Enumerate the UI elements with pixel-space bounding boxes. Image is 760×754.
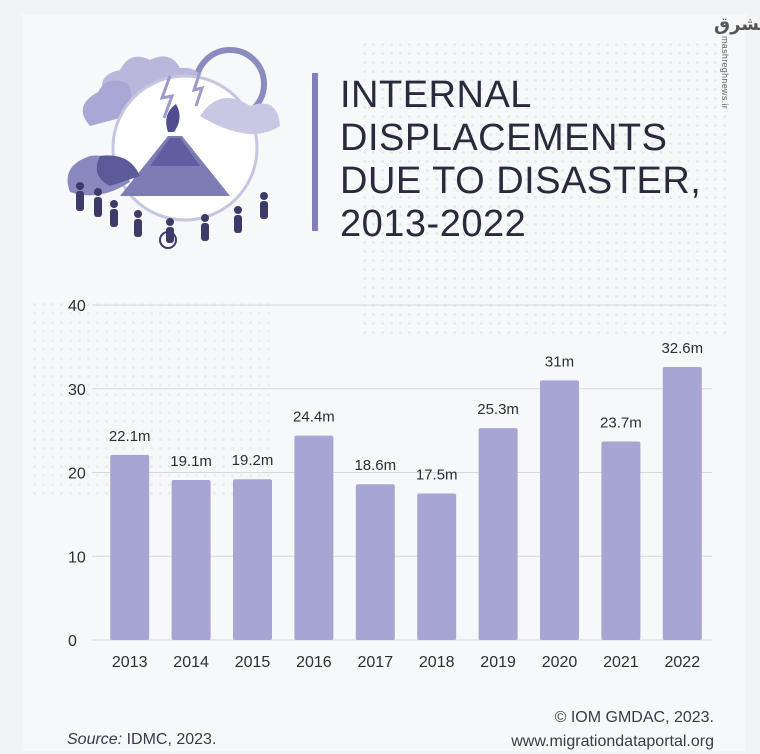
source-note: Source: IDMC, 2023. [67, 731, 216, 749]
bar [294, 435, 334, 640]
title-line: DISPLACEMENTS [340, 117, 668, 159]
chart-title: INTERNAL DISPLACEMENTS DUE TO DISASTER, … [340, 74, 720, 246]
data-label: 19.1m [170, 453, 212, 470]
title-line: DUE TO DISASTER, [340, 160, 702, 202]
data-label: 23.7m [600, 415, 642, 432]
disaster-illustration [67, 47, 280, 249]
x-tick-label: 2021 [603, 654, 639, 671]
bar [662, 366, 702, 640]
title-line: 2013-2022 [340, 203, 527, 245]
y-tick-label: 30 [68, 382, 86, 399]
source-text: IDMC, 2023. [122, 731, 217, 748]
x-tick-label: 2013 [112, 654, 148, 671]
y-tick-label: 10 [68, 549, 86, 566]
y-tick-label: 0 [68, 633, 77, 650]
world-map-dots [30, 300, 270, 500]
data-label: 31m [545, 353, 574, 370]
bar [233, 479, 272, 640]
data-label: 22.1m [109, 428, 151, 445]
title-line: INTERNAL [340, 74, 532, 116]
data-label: 24.4m [293, 409, 335, 426]
bar [601, 441, 641, 640]
x-tick-label: 2017 [358, 654, 394, 671]
data-label: 18.6m [354, 457, 396, 474]
copyright-credit: © IOM GMDAC, 2023. [554, 709, 714, 726]
data-label: 19.2m [232, 452, 274, 469]
credit-block: © IOM GMDAC, 2023. www.migrationdataport… [511, 706, 714, 754]
x-tick-label: 2020 [542, 654, 578, 671]
data-label: 25.3m [477, 401, 519, 418]
title-accent-bar [312, 73, 318, 231]
x-tick-label: 2022 [665, 654, 701, 671]
x-tick-label: 2015 [235, 654, 271, 671]
x-tick-label: 2018 [419, 654, 455, 671]
bar [355, 484, 395, 640]
bar [478, 428, 518, 640]
world-map-dots [360, 40, 730, 340]
x-tick-label: 2014 [173, 654, 209, 671]
watermark: مشرق mashreghnews.ir [710, 14, 760, 134]
y-tick-label: 40 [68, 298, 86, 315]
x-tick-label: 2019 [480, 654, 516, 671]
source-label: Source: [67, 731, 123, 748]
x-tick-label: 2016 [296, 654, 332, 671]
bar [417, 493, 457, 640]
watermark-text: mashreghnews.ir [720, 36, 730, 110]
bar [540, 380, 579, 640]
data-label: 17.5m [416, 466, 458, 483]
bar [110, 454, 150, 640]
bar-chart: 0 10 20 30 40 22.1m 2013 19.1m 2014 19.2m 2015 24.4… [68, 298, 712, 671]
watermark-logo: مشرق [714, 14, 760, 34]
bar [171, 480, 211, 640]
data-label: 32.6m [661, 340, 703, 357]
website-url: www.migrationdataportal.org [511, 733, 714, 750]
y-tick-label: 20 [68, 466, 86, 483]
